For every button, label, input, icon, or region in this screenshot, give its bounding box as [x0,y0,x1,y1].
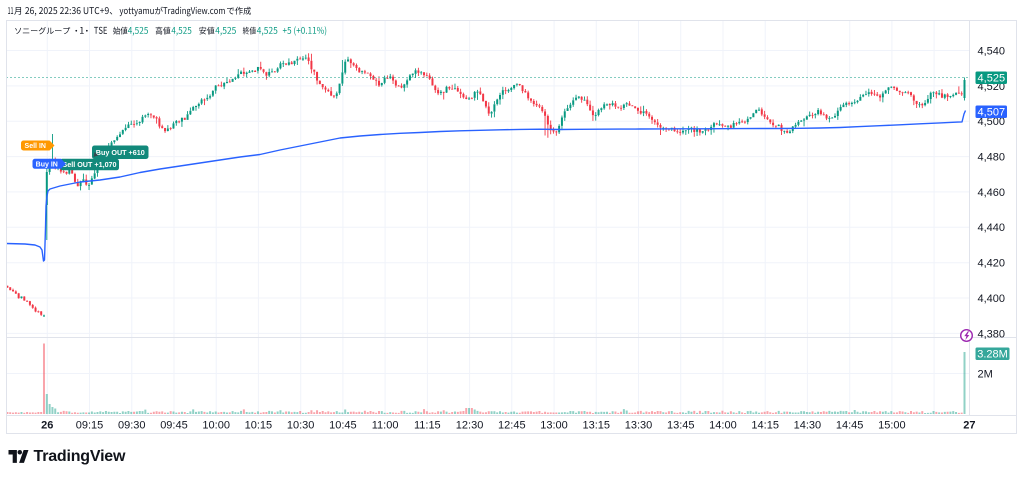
svg-text:4,400: 4,400 [978,293,1006,305]
svg-text:14:45: 14:45 [836,420,864,432]
svg-text:11:15: 11:15 [414,420,441,432]
svg-text:2M: 2M [978,369,993,381]
svg-text:4,480: 4,480 [978,152,1006,164]
svg-text:13:15: 13:15 [582,420,610,432]
svg-text:TradingView: TradingView [34,448,127,465]
svg-text:4,500: 4,500 [978,116,1006,128]
svg-text:26: 26 [41,420,53,432]
svg-text:4,525: 4,525 [978,73,1006,85]
svg-text:13:30: 13:30 [625,420,653,432]
svg-text:Buy OUT +610: Buy OUT +610 [96,148,145,157]
svg-text:27: 27 [963,420,975,432]
svg-text:12:30: 12:30 [456,420,484,432]
svg-text:12:45: 12:45 [498,420,526,432]
svg-text:3.28M: 3.28M [977,349,1008,361]
svg-text:4,380: 4,380 [978,328,1006,340]
svg-text:4,507: 4,507 [978,107,1006,119]
svg-text:15:00: 15:00 [878,420,906,432]
svg-text:09:15: 09:15 [76,420,104,432]
svg-text:14:30: 14:30 [794,420,822,432]
svg-text:4,540: 4,540 [978,45,1006,57]
svg-text:11:00: 11:00 [372,420,399,432]
svg-text:4,420: 4,420 [978,258,1006,270]
svg-text:13:45: 13:45 [667,420,695,432]
svg-text:09:30: 09:30 [118,420,146,432]
svg-text:10:30: 10:30 [287,420,315,432]
svg-text:10:00: 10:00 [202,420,230,432]
svg-text:Sell OUT +1,070: Sell OUT +1,070 [62,160,116,169]
svg-text:Sell IN: Sell IN [25,143,46,150]
svg-text:Buy IN: Buy IN [36,161,58,168]
svg-text:10:15: 10:15 [245,420,273,432]
svg-text:4,460: 4,460 [978,187,1006,199]
svg-text:09:45: 09:45 [160,420,188,432]
svg-text:14:00: 14:00 [709,420,737,432]
svg-text:4,440: 4,440 [978,222,1006,234]
svg-text:14:15: 14:15 [751,420,779,432]
svg-text:10:45: 10:45 [329,420,357,432]
svg-text:13:00: 13:00 [540,420,568,432]
